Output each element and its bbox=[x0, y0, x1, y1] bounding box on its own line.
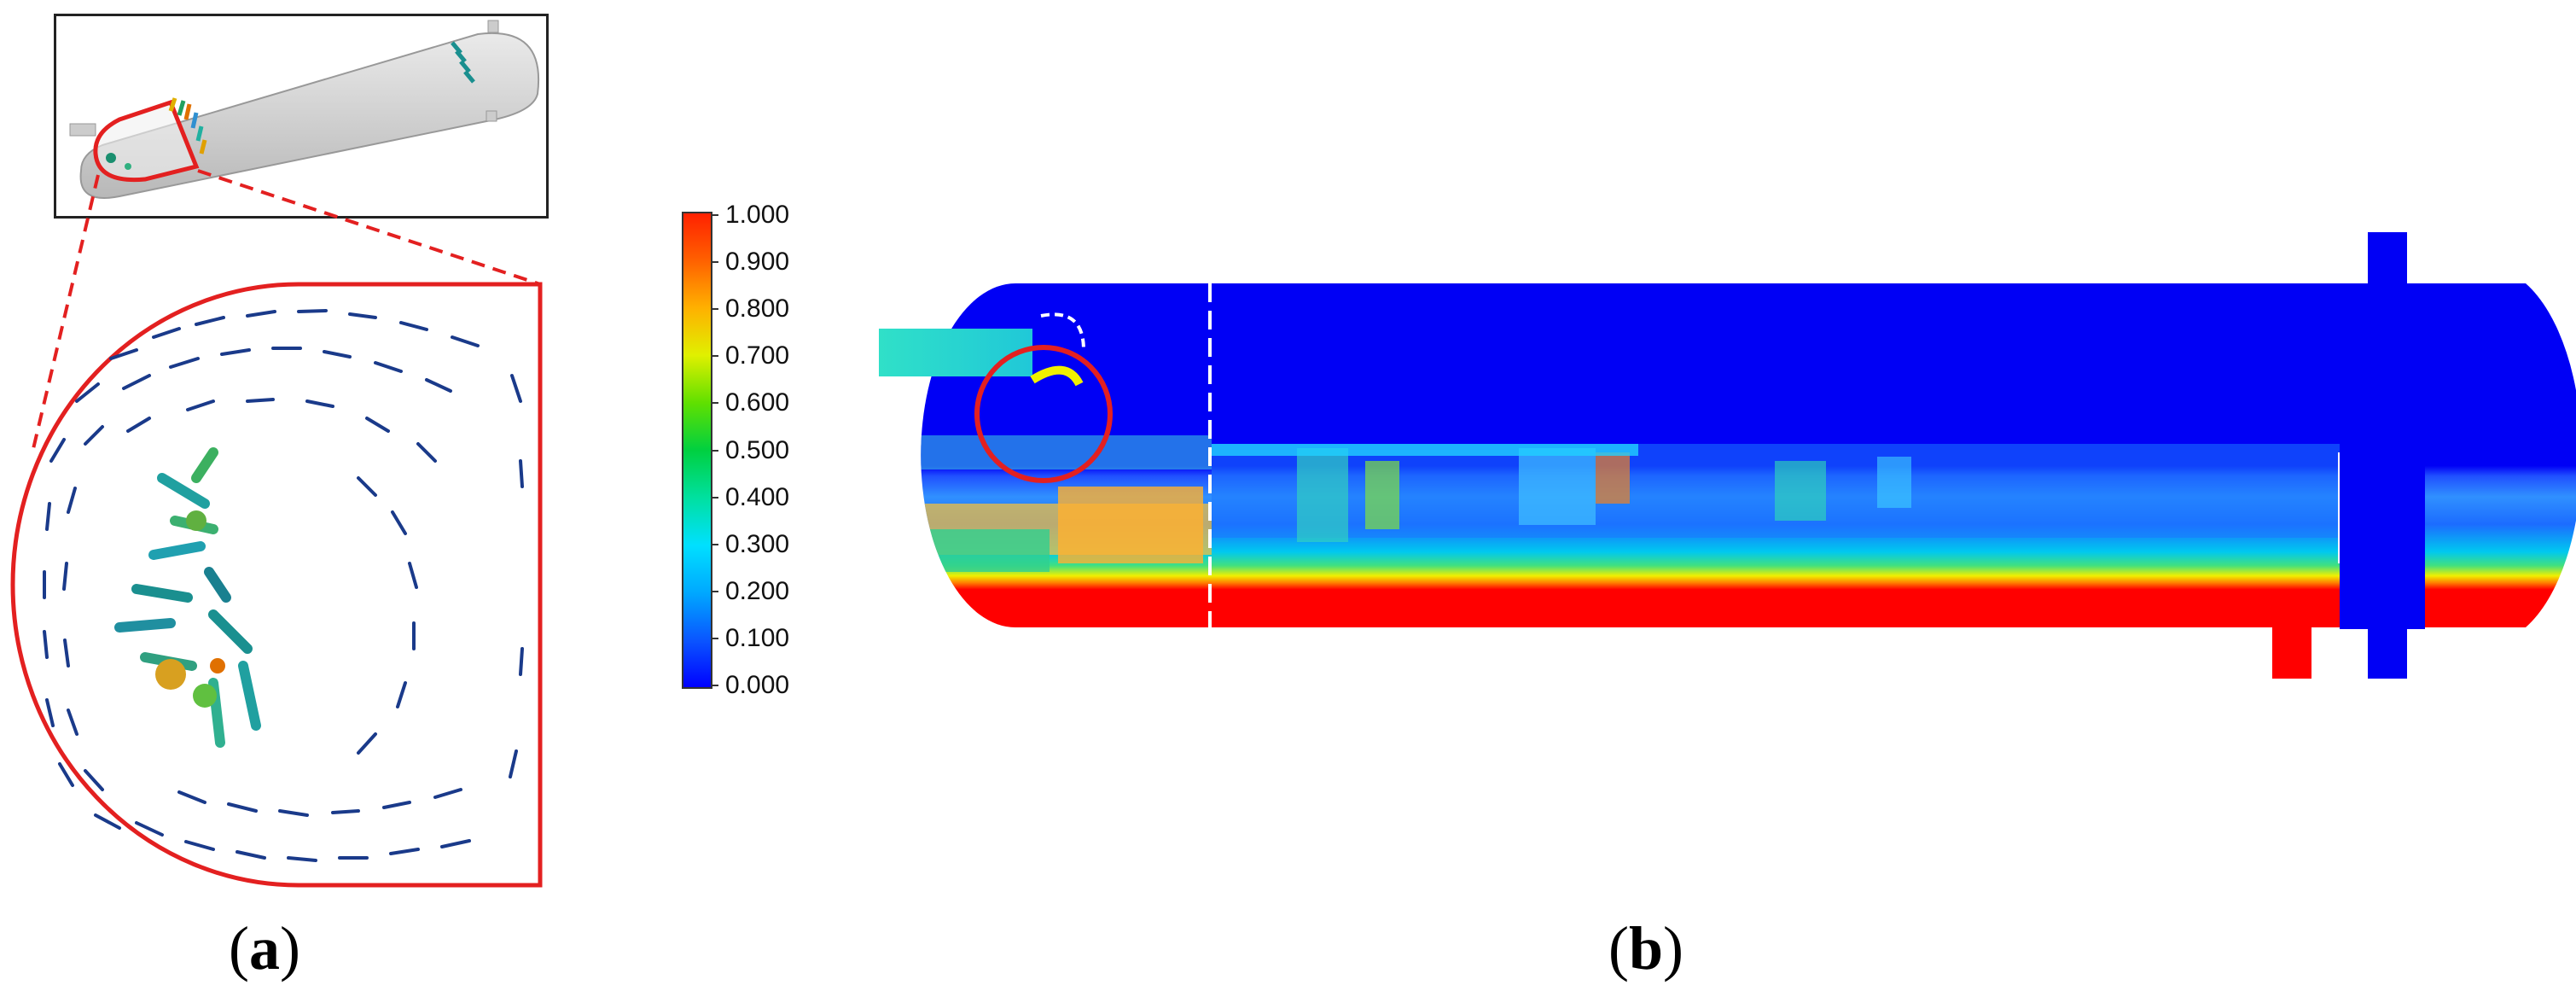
zoom-connector-left bbox=[31, 174, 100, 453]
gas-outlet-nozzle bbox=[2368, 232, 2407, 285]
panel-b-caption: (b) bbox=[1608, 914, 1684, 982]
colorbar-tick-label: 0.200 bbox=[725, 577, 790, 605]
zoom-connector-right bbox=[197, 169, 541, 286]
colorbar-tick-label: 0.100 bbox=[725, 624, 790, 652]
colorbar-tick-label: 0.300 bbox=[725, 530, 790, 558]
water-outlet-nozzle bbox=[2272, 627, 2311, 679]
velocity-vector-field bbox=[43, 309, 524, 862]
phase-interface-features bbox=[921, 435, 2346, 572]
zoomed-head-region bbox=[10, 282, 543, 888]
colorbar-tick-label: 0.700 bbox=[725, 341, 790, 370]
inlet-highlight-circle bbox=[974, 345, 1113, 483]
inlet-pipe bbox=[879, 329, 1032, 376]
colorbar-tick-label: 0.400 bbox=[725, 483, 790, 511]
oil-outlet-nozzle bbox=[2368, 627, 2407, 679]
colorbar-tick-label: 0.600 bbox=[725, 388, 790, 417]
colorbar-tick-label: 0.900 bbox=[725, 248, 790, 276]
colorbar-tick-label: 0.000 bbox=[725, 671, 790, 699]
colorbar-tick-label: 1.000 bbox=[725, 201, 790, 229]
inset-highlight-region bbox=[93, 99, 200, 183]
inset-outlet-arrows bbox=[451, 41, 475, 84]
vortex-core-vectors bbox=[114, 447, 261, 748]
colorbar bbox=[682, 212, 718, 689]
colorbar-tick-label: 0.500 bbox=[725, 436, 790, 464]
inset-3d-vessel bbox=[69, 20, 540, 199]
inset-velocity-arrows bbox=[106, 97, 207, 170]
right-weir-wall bbox=[2340, 283, 2425, 629]
separator-tank bbox=[879, 232, 2576, 679]
panel-a-caption: (a) bbox=[229, 914, 300, 982]
colorbar-tick-label: 0.800 bbox=[725, 294, 790, 323]
inlet-elbow bbox=[1040, 312, 1085, 351]
